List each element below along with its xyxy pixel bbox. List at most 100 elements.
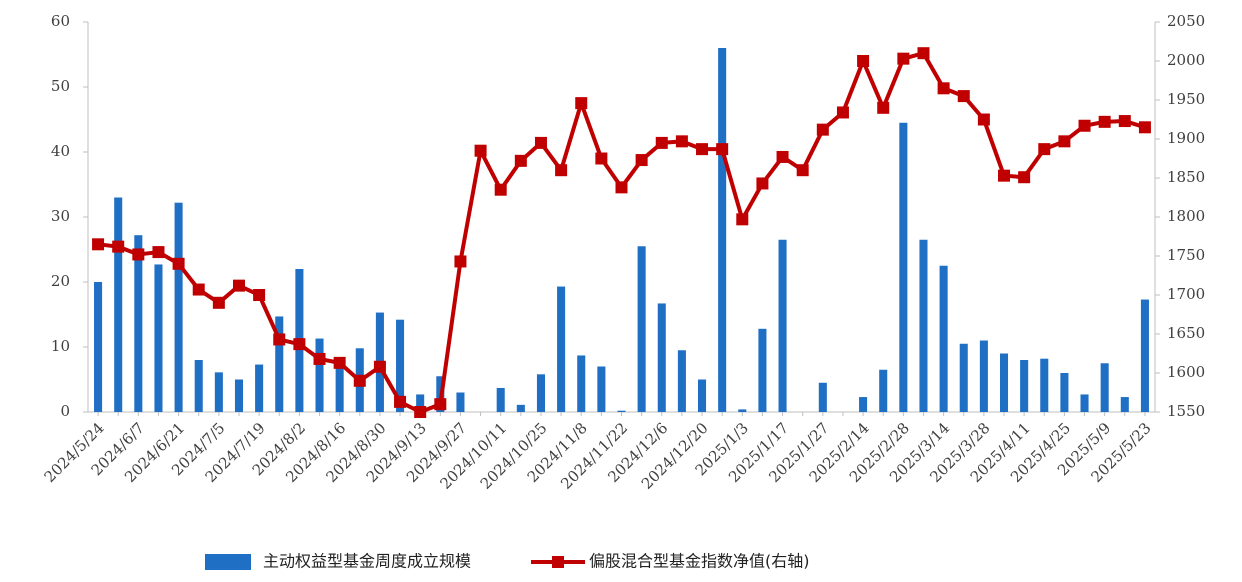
line-marker [1098, 115, 1111, 128]
line-marker [414, 406, 427, 418]
bar [335, 360, 344, 412]
line-marker [132, 248, 145, 261]
legend-marker [552, 556, 565, 568]
bar [1080, 394, 1089, 412]
line-marker [555, 164, 568, 177]
y2-tick-label: 2050 [1167, 12, 1205, 30]
line-marker [917, 47, 930, 60]
bar [577, 355, 586, 412]
line-marker [333, 356, 346, 369]
line-marker [736, 213, 749, 226]
line-marker [1058, 135, 1071, 148]
bar [778, 239, 787, 412]
bar [315, 338, 324, 412]
y-tick-label: 20 [51, 272, 70, 290]
y-tick-label: 10 [51, 337, 70, 355]
bar [114, 197, 123, 412]
bar [557, 286, 566, 412]
bar [255, 364, 264, 412]
y-tick-label: 60 [51, 12, 70, 30]
line-marker [293, 338, 306, 351]
bar [738, 409, 747, 412]
line-marker [1038, 143, 1051, 156]
bar [637, 246, 646, 412]
line-marker [776, 150, 789, 163]
line-marker [514, 154, 527, 167]
bar [597, 366, 606, 412]
y2-tick-label: 2000 [1167, 51, 1205, 69]
bar [234, 379, 244, 412]
line-marker [877, 101, 890, 114]
bar [134, 235, 143, 412]
line-marker [353, 374, 366, 387]
line-marker [796, 164, 809, 177]
bar [758, 328, 767, 412]
bar [456, 392, 465, 412]
bar [959, 343, 968, 412]
bar [657, 303, 666, 412]
line-marker [635, 154, 648, 167]
y2-tick-label: 1750 [1167, 246, 1205, 264]
bar [919, 239, 928, 412]
bar [698, 379, 707, 412]
line-marker [957, 90, 970, 103]
bar [1040, 358, 1049, 412]
line-marker [112, 240, 125, 253]
line-marker [434, 398, 447, 411]
bar [94, 282, 103, 412]
y-tick-label: 30 [51, 207, 70, 225]
legend-label: 主动权益型基金周度成立规模 [263, 552, 471, 571]
line-marker [192, 283, 205, 296]
y2-tick-label: 1550 [1167, 402, 1205, 420]
line-marker [92, 238, 105, 251]
line-marker [998, 169, 1011, 182]
y2-tick-label: 1850 [1167, 168, 1205, 186]
bar [899, 122, 908, 412]
line-marker [1078, 119, 1091, 132]
bar [536, 374, 545, 412]
bar [1020, 360, 1029, 412]
line-marker [253, 289, 266, 301]
y2-tick-label: 1900 [1167, 129, 1205, 147]
legend-swatch [205, 554, 251, 570]
bar [496, 387, 505, 412]
line-marker [373, 360, 386, 373]
line-marker [152, 246, 165, 259]
bar [416, 394, 425, 412]
bar [879, 369, 888, 412]
line-marker [394, 395, 407, 408]
line-marker [273, 333, 286, 346]
bar [396, 319, 405, 412]
bar [275, 316, 284, 412]
line-marker [655, 136, 668, 149]
line-marker [696, 143, 709, 156]
bar [859, 397, 868, 412]
line-marker [595, 152, 608, 165]
line-marker [675, 135, 688, 148]
y-tick-label: 40 [51, 142, 70, 160]
legend: 主动权益型基金周度成立规模 偏股混合型基金指数净值(右轴) [205, 552, 810, 571]
line-marker [937, 82, 950, 95]
legend-label: 偏股混合型基金指数净值(右轴) [589, 552, 810, 571]
line-marker [615, 181, 628, 194]
line-marker [897, 52, 910, 65]
bar [677, 350, 686, 412]
line-marker [977, 113, 990, 126]
line-marker [232, 279, 245, 292]
line-marker [454, 255, 467, 268]
line-marker [1138, 121, 1151, 134]
bar [818, 382, 827, 412]
bar [617, 410, 626, 412]
bar [1100, 363, 1109, 412]
y-tick-label: 50 [51, 77, 70, 95]
line-marker [1018, 171, 1031, 184]
line-marker [534, 136, 547, 149]
line-marker [857, 55, 870, 67]
line-marker [756, 177, 769, 190]
bar [1120, 397, 1129, 412]
y2-tick-label: 1800 [1167, 207, 1205, 225]
bar [718, 48, 727, 412]
y-tick-label: 0 [60, 402, 70, 420]
bar [999, 353, 1009, 412]
